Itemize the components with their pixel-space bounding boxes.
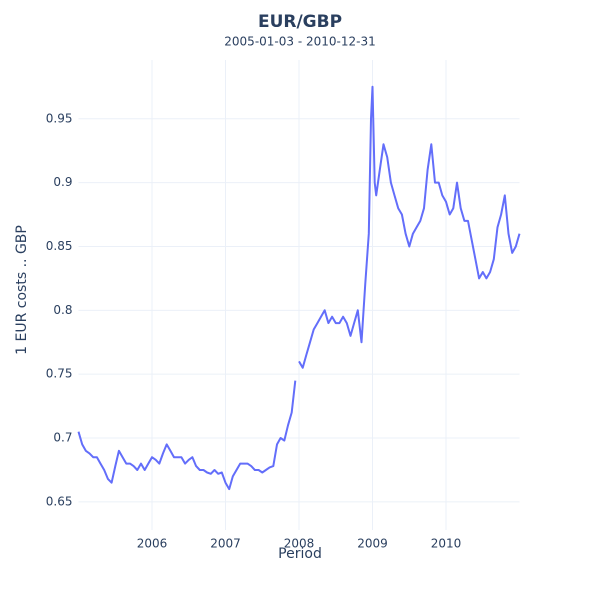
x-tick-label: 2010 [431,537,462,551]
chart-title: EUR/GBP [258,12,342,32]
y-tick-label: 0.75 [46,367,73,381]
chart-subtitle: 2005-01-03 - 2010-12-31 [224,35,375,49]
y-tick-label: 0.8 [53,303,72,317]
x-tick-label: 2008 [284,537,315,551]
y-tick-label: 0.9 [53,175,72,189]
y-tick-label: 0.7 [53,431,72,445]
y-axis-label: 1 EUR costs .. GBP [14,225,30,355]
y-tick-label: 0.95 [46,111,73,125]
x-tick-label: 2006 [137,537,168,551]
x-tick-label: 2007 [210,537,241,551]
y-tick-label: 0.65 [46,494,73,508]
line-series [77,85,521,491]
x-tick-label: 2009 [357,537,388,551]
x-axis-label: Period [278,546,322,562]
y-tick-label: 0.85 [46,239,73,253]
